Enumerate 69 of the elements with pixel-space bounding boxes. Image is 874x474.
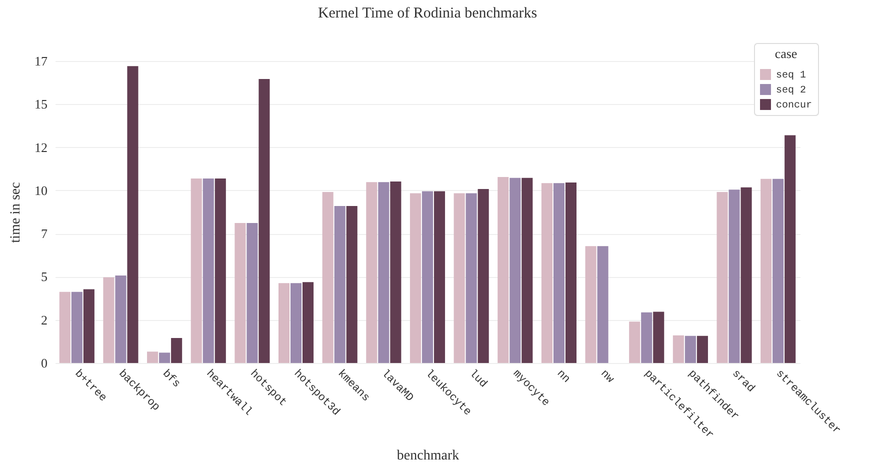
bar [258,78,270,363]
bar [322,192,334,363]
bar [553,183,564,363]
y-tick-label: 15 [34,96,48,112]
x-axis-title: benchmark [396,448,460,464]
bar [127,66,138,363]
bar [454,193,465,363]
bar [234,223,246,363]
y-tick-label: 2 [41,312,48,328]
y-tick-label: 5 [41,269,48,284]
bar [366,182,378,363]
bar [641,312,652,363]
bar [334,206,346,363]
bar [498,176,509,363]
y-tick-label: 12 [34,140,48,155]
bar [159,352,170,363]
x-tick-label: nn [554,368,572,386]
y-axis-title: time in sec [8,182,24,243]
bar [346,206,358,363]
bar [59,292,70,363]
bar [478,189,489,363]
bar [716,192,728,363]
bar [522,178,533,363]
bar [278,283,290,363]
bar [390,181,402,363]
bar [684,336,696,363]
bar [653,312,664,363]
bar [171,338,182,363]
x-tick-label: lud [466,368,489,390]
bar [434,191,446,363]
bar [378,182,390,363]
bar [784,135,796,363]
x-tick-label: bfs [160,368,182,390]
bar [728,190,740,363]
bar [214,178,226,363]
bar [103,277,114,363]
bar [466,193,477,363]
bar [696,336,708,363]
bar [510,178,521,363]
bar [672,335,684,363]
bar [565,182,576,363]
bar [629,322,640,363]
bar [71,292,82,363]
bar [597,246,608,363]
bar [83,289,94,363]
legend-title: case [774,46,798,61]
y-tick-label: 7 [41,226,48,242]
y-tick-label: 17 [34,54,48,68]
bar [302,282,314,363]
bar [290,283,302,363]
x-tick-label: nw [598,368,616,386]
bar [190,178,202,363]
bar [760,178,772,363]
bar [115,276,126,363]
bar [246,223,258,363]
bar [772,178,784,363]
bar [147,352,158,363]
bar [541,183,552,363]
legend-label: seq 2 [776,86,806,96]
bar [740,187,752,363]
chart-title: Kernel Time of Rodinia benchmarks [318,6,538,22]
bar [585,246,596,363]
bar [202,178,214,363]
y-tick-label: 10 [34,182,48,198]
legend-label: seq 1 [776,70,806,82]
legend-label: concur [776,100,812,112]
bar [422,191,434,363]
y-tick-label: 0 [41,356,48,370]
bar [410,193,422,363]
